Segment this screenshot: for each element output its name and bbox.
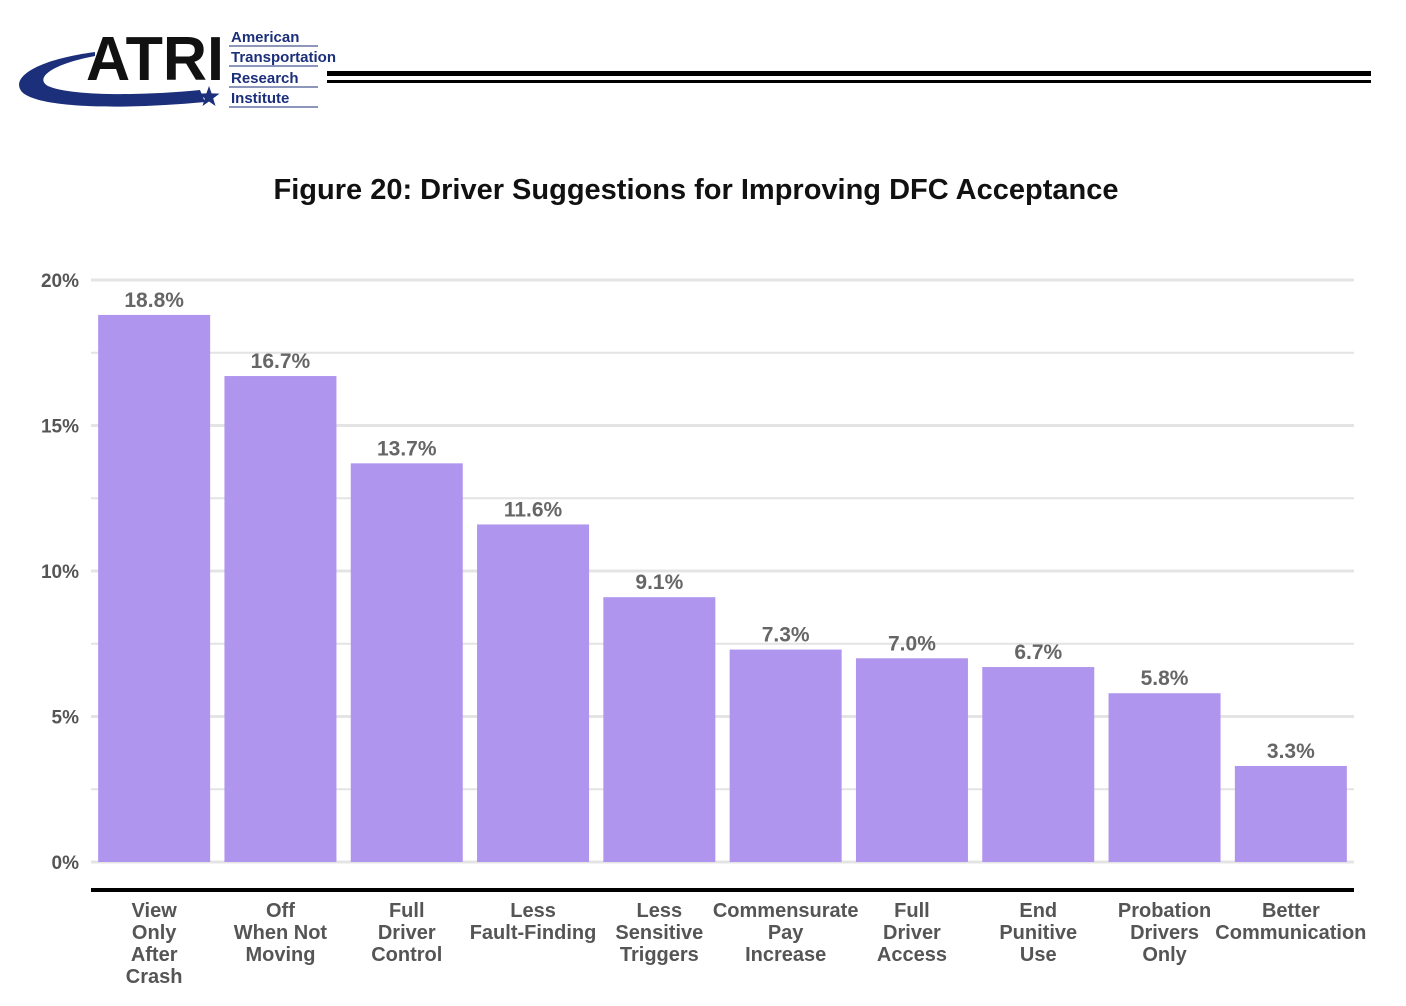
category-label: Less Sensitive Triggers [615,900,703,966]
bar [1108,693,1221,862]
bar [1234,765,1347,862]
bar [982,667,1095,862]
bar [350,463,463,862]
x-axis-category-labels: View Only After Crash Off When Not Moving Full D… [126,900,1367,988]
value-label: 3.3% [1267,740,1315,763]
category-label: Full Driver Control [371,900,442,966]
bar [855,658,968,862]
logo-line-institute: Institute [231,90,289,107]
y-tick-label: 0% [52,853,80,874]
category-label: Off When Not Moving [234,900,328,966]
header: ATRI American Transportation Research In… [19,25,1371,108]
value-label: 18.8% [124,289,184,312]
bars [98,314,1347,862]
category-label: End Punitive Use [999,900,1077,966]
bar [98,314,211,862]
logo-line-american: American [231,29,299,46]
value-label: 13.7% [377,437,437,460]
category-label: Probation Drivers Only [1118,900,1211,966]
bar [224,376,337,862]
x-axis-line [91,888,1354,892]
logo-acronym: ATRI [86,25,224,94]
y-tick-label: 15% [41,417,79,438]
figure-title: Figure 20: Driver Suggestions for Improv… [273,174,1119,206]
value-label: 9.1% [635,571,683,594]
value-label: 6.7% [1014,641,1062,664]
logo-star-icon [198,86,220,106]
category-label: View Only After Crash [126,900,183,988]
bar [729,649,842,862]
logo-line-transportation: Transportation [231,49,336,66]
category-label: Full Driver Access [877,900,947,966]
y-tick-label: 20% [41,271,79,292]
y-axis-tick-labels: 0% 5% 10% 15% 20% [41,271,79,874]
category-label: Less Fault-Finding [470,900,597,944]
logo-swoosh-shape [19,52,205,107]
value-label: 7.0% [888,632,936,655]
category-label: Better Communication [1215,900,1366,944]
bar [477,524,590,862]
value-labels: 18.8% 16.7% 13.7% 11.6% 9.1% 7.3% 7.0% 6.7% 5.8%… [124,289,1315,763]
header-rule-thin [327,80,1371,83]
category-label: Commensurate Pay Increase [713,900,859,966]
logo-line-research: Research [231,70,299,87]
bar [603,597,716,862]
y-tick-label: 5% [52,708,80,729]
y-tick-label: 10% [41,562,79,583]
value-label: 16.7% [251,350,311,373]
header-rule-thick [327,71,1371,76]
value-label: 11.6% [504,498,563,521]
value-label: 5.8% [1141,667,1189,690]
value-label: 7.3% [762,624,810,647]
atri-logo: ATRI American Transportation Research In… [19,25,336,108]
